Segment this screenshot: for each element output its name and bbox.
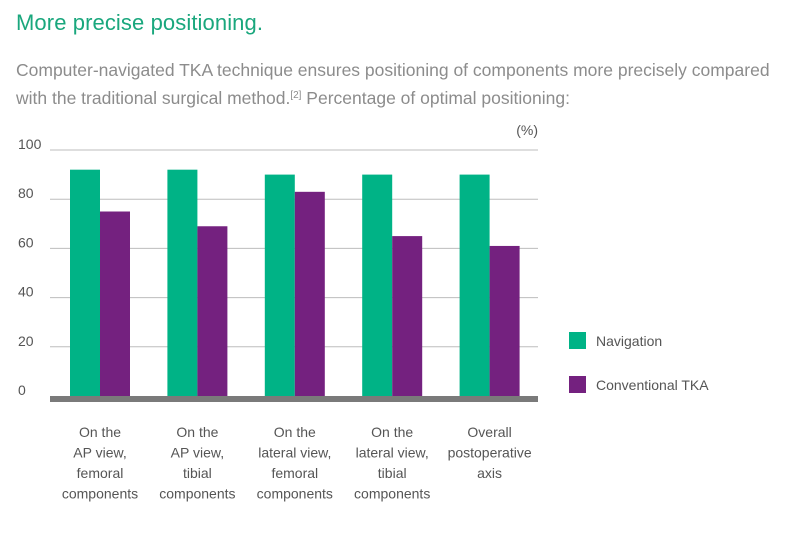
bar-conventional-2 bbox=[294, 191, 325, 396]
y-unit-label: (%) bbox=[516, 122, 538, 138]
reference-marker: [2] bbox=[290, 90, 302, 101]
bar-navigation-4 bbox=[459, 174, 490, 396]
bar-navigation-0 bbox=[70, 169, 100, 396]
y-tick-label-40: 40 bbox=[18, 284, 34, 300]
bar-conventional-1 bbox=[197, 226, 228, 396]
bar-navigation-2 bbox=[264, 174, 295, 396]
legend-label-conventional: Conventional TKA bbox=[596, 377, 709, 393]
bar-conventional-0 bbox=[100, 211, 130, 396]
y-tick-label-80: 80 bbox=[18, 185, 34, 201]
legend-swatch-conventional bbox=[569, 376, 586, 393]
category-label-1: On the AP view, tibial components bbox=[159, 424, 235, 502]
description-text: Computer-navigated TKA technique ensures… bbox=[16, 60, 770, 108]
y-tick-label-0: 0 bbox=[18, 382, 26, 398]
category-label-0: On the AP view, femoral components bbox=[62, 424, 138, 502]
bar-navigation-3 bbox=[362, 174, 393, 396]
y-tick-label-20: 20 bbox=[18, 333, 34, 349]
bar-conventional-4 bbox=[489, 245, 520, 396]
y-tick-label-60: 60 bbox=[18, 234, 34, 250]
description-suffix: Percentage of optimal positioning: bbox=[301, 88, 570, 108]
category-label-3: On the lateral view, tibial components bbox=[354, 424, 430, 502]
legend-label-navigation: Navigation bbox=[596, 333, 662, 349]
category-label-2: On the lateral view, femoral components bbox=[257, 424, 333, 502]
page-title: More precise positioning. bbox=[16, 10, 264, 35]
bar-conventional-3 bbox=[392, 236, 423, 396]
chart-description: Computer-navigated TKA technique ensures… bbox=[16, 58, 786, 111]
x-axis-baseline bbox=[50, 396, 538, 402]
category-label-4: Overall postoperative axis bbox=[448, 424, 532, 481]
bar-navigation-1 bbox=[167, 169, 198, 396]
legend-swatch-navigation bbox=[569, 332, 586, 349]
y-tick-label-100: 100 bbox=[18, 136, 42, 152]
